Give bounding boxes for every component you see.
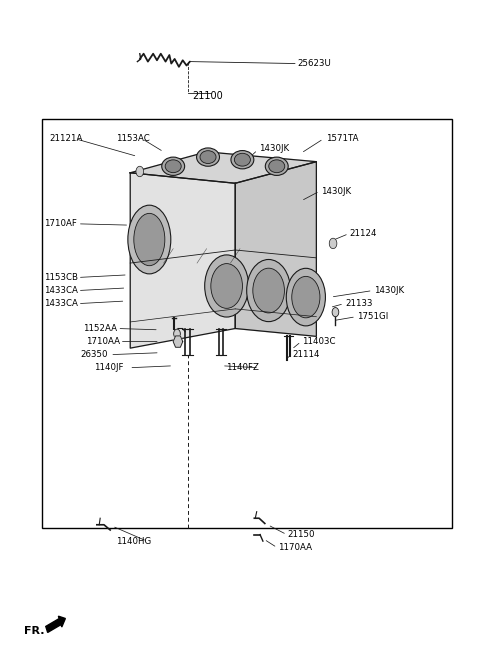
- Ellipse shape: [197, 148, 219, 166]
- Text: 1153AC: 1153AC: [116, 134, 150, 143]
- Ellipse shape: [200, 150, 216, 164]
- Text: 1571TA: 1571TA: [326, 134, 359, 143]
- Text: 1140JF: 1140JF: [95, 363, 124, 373]
- Ellipse shape: [231, 150, 254, 169]
- Text: 1153CB: 1153CB: [44, 273, 78, 282]
- Ellipse shape: [134, 214, 165, 265]
- Ellipse shape: [286, 268, 325, 326]
- Ellipse shape: [204, 255, 249, 317]
- Ellipse shape: [162, 157, 185, 175]
- Circle shape: [329, 238, 337, 249]
- Ellipse shape: [269, 160, 285, 173]
- Text: 21100: 21100: [192, 91, 223, 101]
- Circle shape: [174, 329, 180, 338]
- Text: 1751GI: 1751GI: [357, 312, 388, 321]
- Text: 25623U: 25623U: [297, 59, 331, 68]
- Text: 1140HG: 1140HG: [116, 537, 151, 545]
- Text: 21124: 21124: [350, 229, 377, 238]
- Ellipse shape: [234, 153, 251, 166]
- Text: 26350: 26350: [80, 350, 108, 359]
- Circle shape: [136, 166, 144, 177]
- Polygon shape: [235, 162, 316, 336]
- Text: 1430JK: 1430JK: [321, 187, 351, 196]
- Text: 1710AF: 1710AF: [44, 219, 77, 229]
- Text: 21121A: 21121A: [49, 134, 83, 143]
- Text: 1140FZ: 1140FZ: [226, 363, 259, 373]
- Polygon shape: [130, 152, 316, 183]
- Polygon shape: [130, 173, 235, 348]
- Ellipse shape: [292, 277, 320, 318]
- Ellipse shape: [265, 157, 288, 175]
- Text: FR.: FR.: [24, 625, 45, 636]
- FancyArrow shape: [46, 616, 65, 633]
- Text: 1433CA: 1433CA: [44, 299, 78, 308]
- Text: 1430JK: 1430JK: [259, 144, 289, 153]
- Text: 1433CA: 1433CA: [44, 286, 78, 295]
- Ellipse shape: [128, 205, 171, 274]
- Circle shape: [332, 307, 339, 317]
- Ellipse shape: [247, 260, 290, 322]
- Bar: [42, 119, 452, 528]
- Text: 1152AA: 1152AA: [83, 324, 117, 333]
- Text: 1170AA: 1170AA: [278, 543, 312, 552]
- Text: 21133: 21133: [345, 299, 372, 308]
- Ellipse shape: [253, 268, 285, 313]
- Text: 21114: 21114: [292, 350, 320, 359]
- Ellipse shape: [165, 160, 181, 173]
- Ellipse shape: [211, 263, 242, 308]
- Text: 1710AA: 1710AA: [86, 337, 120, 346]
- Text: 11403C: 11403C: [302, 337, 336, 346]
- Text: 21150: 21150: [288, 530, 315, 539]
- Polygon shape: [173, 336, 183, 348]
- Text: 1430JK: 1430JK: [373, 286, 404, 295]
